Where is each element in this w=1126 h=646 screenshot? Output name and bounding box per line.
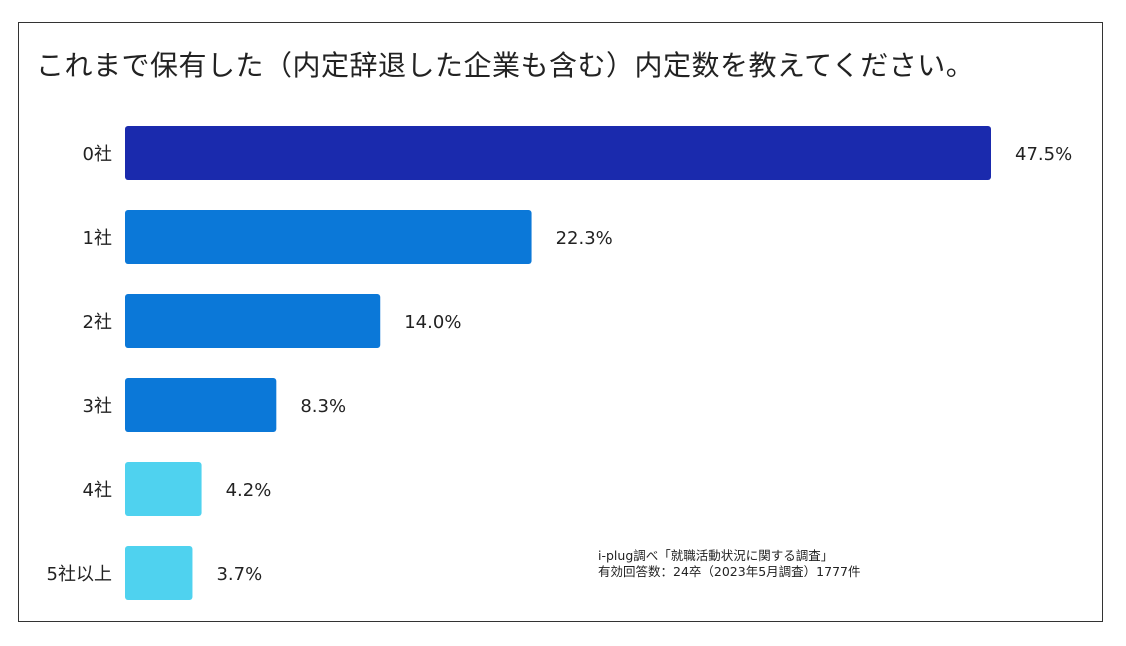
bar-1: [125, 210, 532, 264]
chart-title: これまで保有した（内定辞退した企業も含む）内定数を教えてください。: [36, 49, 975, 82]
category-label: 2社: [83, 312, 112, 333]
value-label: 47.5%: [1015, 144, 1072, 165]
value-label: 14.0%: [404, 312, 461, 333]
source-note: i-plug調べ「就職活動状況に関する調査」 有効回答数：24卒（2023年5月…: [598, 548, 860, 580]
category-label: 0社: [83, 144, 112, 165]
bar-2: [125, 294, 381, 348]
source-note-line1: i-plug調べ「就職活動状況に関する調査」: [598, 548, 834, 563]
category-label: 4社: [83, 480, 112, 501]
bar-0: [125, 126, 991, 180]
category-label: 3社: [83, 396, 112, 417]
bar-3: [125, 378, 277, 432]
category-label: 1社: [83, 228, 112, 249]
value-label: 4.2%: [226, 480, 272, 501]
category-label: 5社以上: [47, 564, 112, 585]
value-label: 8.3%: [300, 396, 346, 417]
bar-4: [125, 462, 202, 516]
value-label: 3.7%: [216, 564, 262, 585]
source-note-line2: 有効回答数：24卒（2023年5月調査）1777件: [598, 564, 861, 579]
bar-5: [125, 546, 193, 600]
value-label: 22.3%: [556, 228, 613, 249]
